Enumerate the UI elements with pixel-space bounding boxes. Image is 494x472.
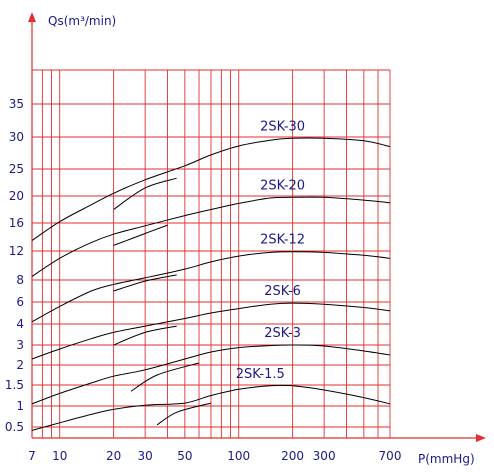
series-label: 2SK-3 (264, 326, 301, 341)
y-tick-label: 3 (16, 338, 24, 352)
y-tick-label: 12 (9, 244, 24, 258)
x-axis-arrow (476, 434, 486, 442)
y-tick-label: 8 (16, 273, 24, 287)
series-curve (31, 302, 391, 360)
overlap-curve-segment (113, 325, 177, 346)
series-label: 2SK-12 (260, 233, 305, 248)
overlap-curve-segment (156, 402, 212, 426)
series-curve (31, 344, 391, 405)
y-tick-label: 20 (9, 189, 24, 203)
x-tick-label: 50 (177, 449, 192, 463)
x-tick-label: 300 (313, 449, 336, 463)
y-tick-label: 4 (16, 317, 24, 331)
y-tick-label: 2 (16, 358, 24, 372)
y-tick-label: 1 (16, 399, 24, 413)
labels: 7 10 20 30 50 100 200 300 700 0.5 1 1.5 2 3 4 6 8 12 16 20 2… (5, 14, 475, 466)
series-curve (31, 384, 391, 431)
overlap-curve-segment (113, 224, 168, 246)
overlap-curve-segment (113, 177, 177, 210)
series-curve (31, 251, 391, 323)
x-tick-label: 10 (52, 449, 67, 463)
y-tick-label: 30 (9, 130, 24, 144)
y-tick-label: 0.5 (5, 420, 24, 434)
series-label: 2SK-1.5 (236, 367, 285, 382)
overlap-curve-segment (113, 274, 177, 292)
y-axis-title: Qs(m³/min) (48, 14, 116, 28)
y-tick-label: 6 (16, 295, 24, 309)
series-label: 2SK-30 (260, 119, 305, 134)
grid (31, 69, 391, 438)
x-tick-label: 100 (227, 449, 250, 463)
y-axis-arrow (28, 12, 36, 22)
series-curves (31, 137, 391, 431)
x-tick-label: 7 (28, 449, 36, 463)
y-tick-label: 1.5 (5, 378, 24, 392)
axes (28, 12, 486, 442)
y-tick-label: 25 (9, 162, 24, 176)
x-tick-label: 200 (281, 449, 304, 463)
series-label: 2SK-20 (260, 178, 305, 193)
overlap-curve-segment (130, 362, 200, 392)
series-label: 2SK-6 (264, 284, 301, 299)
x-tick-label: 700 (379, 449, 402, 463)
x-axis-title: P(mmHg) (418, 452, 475, 466)
series-curve (31, 196, 391, 277)
y-tick-label: 35 (9, 97, 24, 111)
x-tick-label: 30 (137, 449, 152, 463)
series-curve (31, 137, 391, 241)
x-tick-label: 20 (106, 449, 121, 463)
y-tick-label: 16 (9, 216, 24, 230)
